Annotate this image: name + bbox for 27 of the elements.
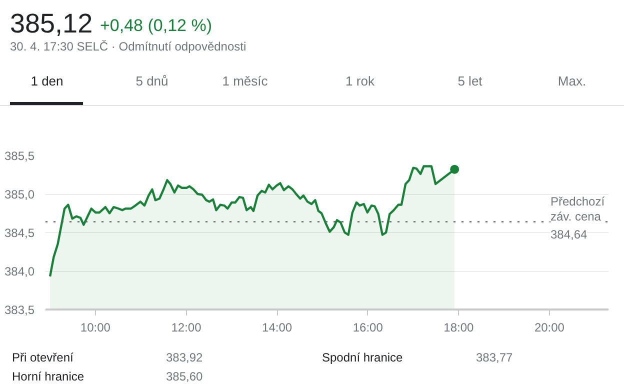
text: Max.: [558, 72, 586, 91]
y-tick-label: 383,5: [4, 303, 35, 317]
x-tick-label: 18:00: [444, 320, 474, 334]
ref-line-label: Předchozí záv. cena 384,64: [550, 194, 606, 242]
text: 30. 4. 17:30 SELČ · Odmítnutí odpovědnosti: [10, 38, 246, 56]
text: 385,60: [166, 368, 203, 386]
chart-subtitle: +0,48 (0,12 %): [100, 14, 212, 37]
y-tick-label: 385,5: [4, 149, 35, 163]
x-tick-label: 14:00: [262, 320, 292, 334]
y-tick-label: 385,0: [4, 188, 35, 202]
text: Při otevření: [12, 349, 74, 366]
text: 5 let: [458, 72, 482, 91]
x-tick-label: 12:00: [171, 320, 202, 334]
text: 383,92: [166, 349, 203, 366]
y-tick-label: 384,0: [4, 264, 35, 278]
chart-title: 385,12: [10, 8, 93, 39]
x-tick-label: 16:00: [352, 320, 384, 334]
text: Horní hranice: [12, 368, 84, 386]
y-tick-label: 384,5: [4, 226, 35, 240]
text: 1 den: [30, 72, 64, 91]
x-tick-label: 20:00: [534, 320, 565, 334]
text: 5 dnů: [136, 72, 168, 91]
x-tick-label: 10:00: [80, 320, 111, 334]
text: 1 měsíc: [222, 72, 268, 91]
text: 383,77: [476, 349, 513, 366]
text: 1 rok: [346, 72, 374, 91]
text: Spodní hranice: [322, 349, 403, 366]
